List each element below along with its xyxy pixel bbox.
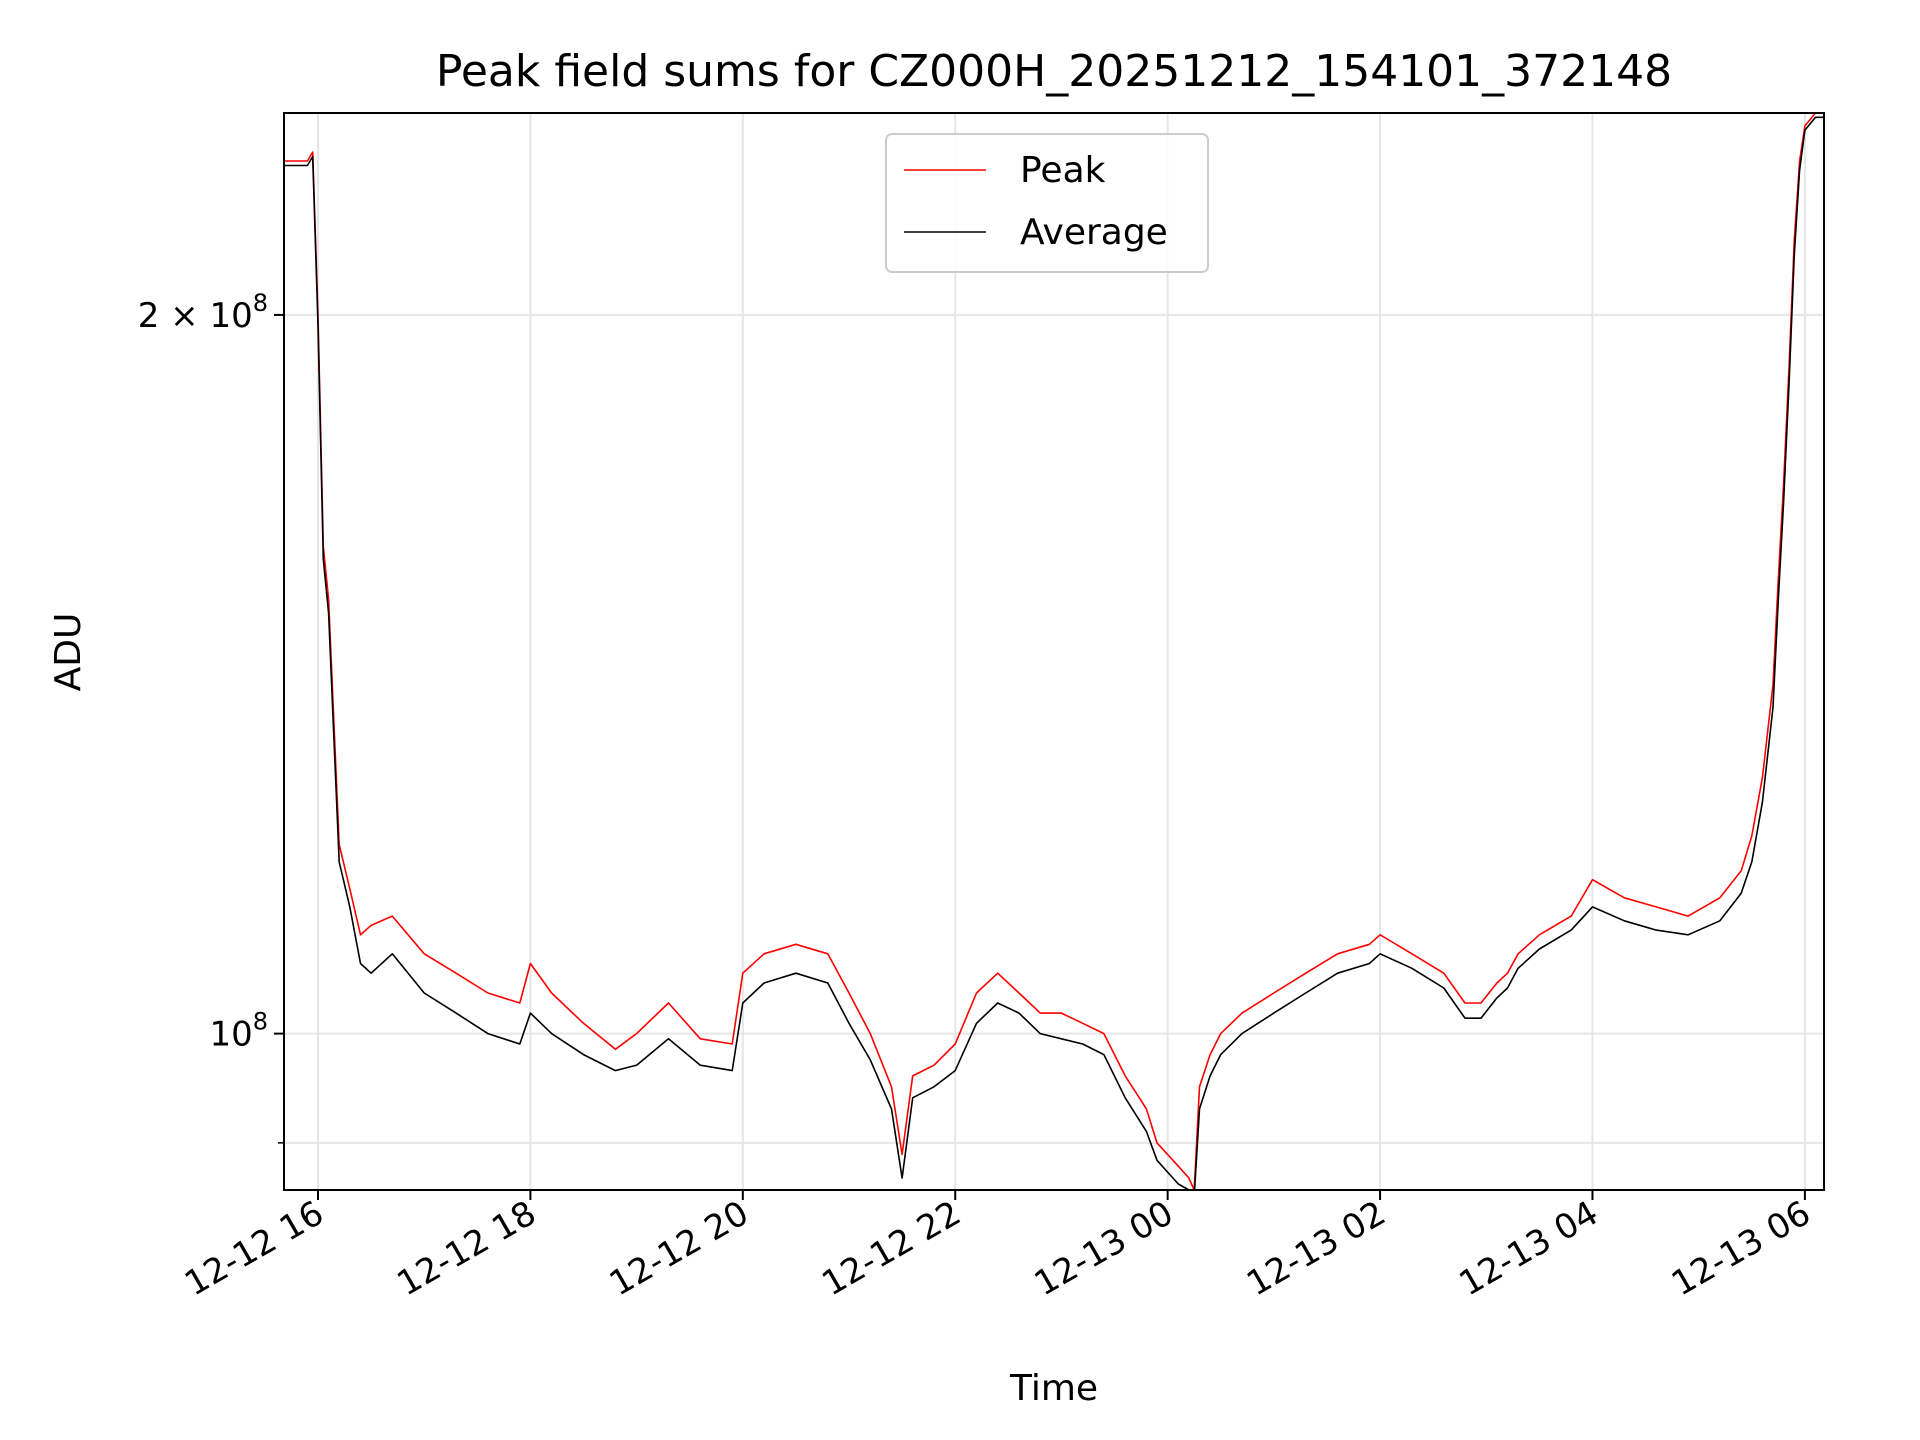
series-line-peak: [284, 113, 1824, 1190]
y-tick-mantissa: 2 × 10: [138, 296, 253, 336]
y-tick-label: 108: [209, 1008, 268, 1055]
x-axis-label: Time: [1009, 1368, 1098, 1409]
legend-box: [885, 133, 1209, 273]
legend-label-average: Average: [1020, 212, 1168, 253]
y-tick-label: 2 × 108: [138, 289, 268, 336]
y-tick-exponent: 8: [253, 1008, 268, 1036]
legend: Peak Average: [885, 133, 1209, 273]
grid: [284, 113, 1824, 1190]
plot-frame: [283, 112, 1825, 1191]
series-line-average: [284, 116, 1824, 1190]
y-axis-label: ADU: [48, 613, 89, 692]
legend-label-peak: Peak: [1020, 150, 1106, 191]
y-tick-exponent: 8: [253, 289, 268, 317]
series-layer: [284, 113, 1824, 1190]
y-tick-mantissa: 10: [209, 1015, 252, 1055]
chart-title: Peak field sums for CZ000H_20251212_1541…: [436, 46, 1672, 97]
